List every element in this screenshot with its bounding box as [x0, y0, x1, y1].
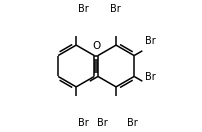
Text: Br: Br	[109, 4, 120, 13]
Text: Br: Br	[97, 118, 108, 128]
Text: Br: Br	[144, 72, 155, 82]
Text: Br: Br	[77, 4, 88, 13]
Text: Br: Br	[144, 36, 155, 46]
Text: Br: Br	[77, 119, 88, 128]
Text: Br: Br	[126, 118, 137, 128]
Text: O: O	[92, 41, 100, 51]
